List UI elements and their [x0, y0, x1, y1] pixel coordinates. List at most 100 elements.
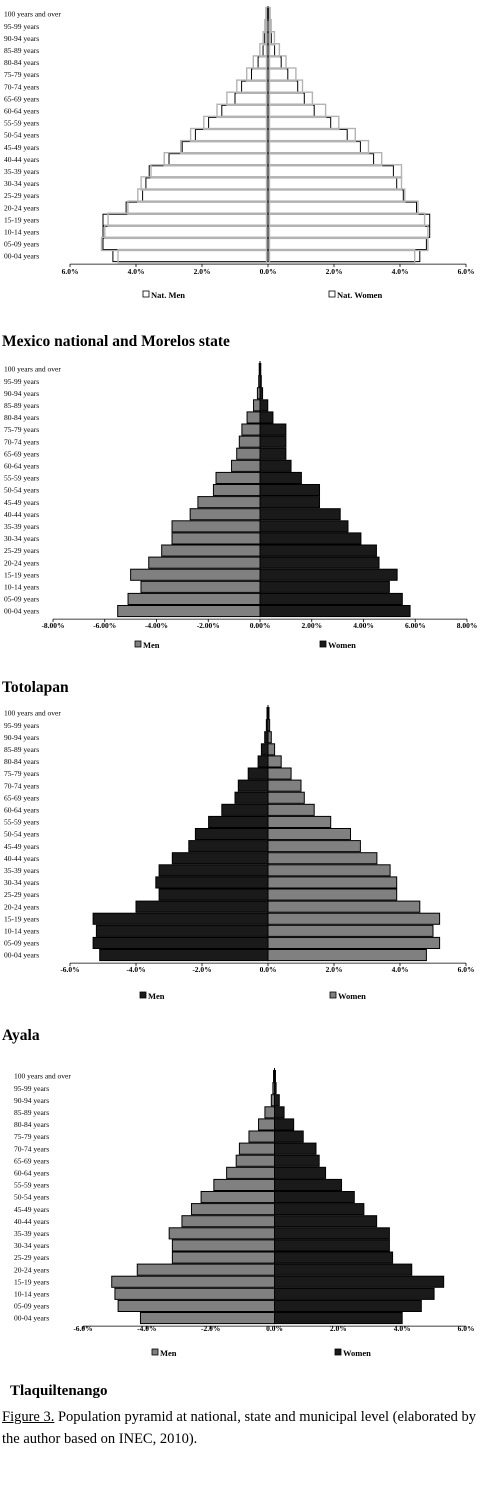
- pyramid-chart-4: 00-04 years 05-09 years 10-14 years 15-19 y…: [0, 1066, 499, 1376]
- comparison-bar-left: [137, 188, 268, 203]
- age-label: 15-19 years: [4, 914, 39, 923]
- bar-left: [171, 520, 261, 533]
- legend-swatch: [334, 1348, 342, 1356]
- bar-left: [92, 936, 269, 949]
- age-label: 35-39 years: [4, 522, 39, 531]
- bar-left: [92, 912, 269, 925]
- bar-left: [241, 423, 261, 436]
- x-tick-label: -6.0%: [60, 965, 79, 974]
- comparison-bar-left: [216, 103, 268, 119]
- legend-label: Men: [160, 1348, 177, 1358]
- pyramid-chart-2: 00-04 years 05-09 years 10-14 years 15-19 y…: [0, 360, 499, 670]
- x-tick-label: -6.00%: [93, 621, 116, 630]
- age-label: 10-14 years: [4, 583, 39, 592]
- bar-left: [114, 1287, 275, 1300]
- x-tick-label: 2.00%: [301, 621, 322, 630]
- bar-left: [200, 1191, 275, 1204]
- bar-right: [274, 1130, 304, 1143]
- x-tick-label: 2.0%: [194, 267, 211, 276]
- age-label: 65-69 years: [4, 449, 39, 458]
- bar-right: [259, 423, 287, 436]
- age-label: 05-09 years: [4, 939, 39, 948]
- age-label: 40-44 years: [14, 1217, 49, 1226]
- bar-left: [197, 496, 261, 509]
- bar-left: [241, 80, 269, 93]
- bar-right: [259, 605, 411, 618]
- bar-right: [274, 1191, 355, 1204]
- bar-left: [112, 250, 269, 263]
- bar-right: [274, 1215, 378, 1228]
- bar-left: [168, 153, 269, 166]
- bar-right: [274, 1203, 365, 1216]
- legend-swatch: [139, 991, 147, 999]
- comparison-bar-right: [268, 55, 287, 70]
- comparison-bar-left: [104, 224, 268, 240]
- bar-right: [267, 888, 398, 901]
- bar-right: [274, 1094, 280, 1107]
- age-label: 05-09 years: [4, 595, 39, 604]
- bar-right: [267, 779, 302, 792]
- comparison-bar-right: [268, 200, 419, 215]
- x-tick-label: -4.0%: [137, 1324, 156, 1333]
- age-label: 60-64 years: [4, 806, 39, 815]
- pyramid-svg-2: 00-04 years 05-09 years 10-14 years 15-19 y…: [4, 361, 478, 650]
- chart-title-mexico-morelos: Mexico national and Morelos state: [2, 333, 230, 350]
- bar-left: [236, 447, 261, 460]
- comparison-bar-left: [100, 236, 268, 252]
- age-label: 45-49 years: [14, 1205, 49, 1214]
- age-label: 65-69 years: [14, 1156, 49, 1165]
- bar-right: [274, 1299, 422, 1312]
- comparison-bar-left: [226, 91, 268, 106]
- pyramid-svg-4: 00-04 years 05-09 years 10-14 years 15-19 y…: [14, 1068, 474, 1358]
- age-label: 75-79 years: [14, 1132, 49, 1141]
- chart-title-totolapan: Totolapan: [2, 679, 69, 696]
- x-tick-label: 4.0%: [128, 267, 145, 276]
- comparison-bar-right: [268, 176, 403, 191]
- bar-left: [234, 92, 269, 105]
- bar-right: [259, 435, 287, 448]
- comparison-bar-right: [268, 127, 357, 143]
- legend-label: Women: [328, 640, 356, 650]
- bar-right: [274, 1166, 327, 1179]
- age-label: 45-49 years: [4, 143, 39, 152]
- age-label: 45-49 years: [4, 498, 39, 507]
- age-label: 85-89 years: [4, 46, 39, 55]
- comparison-bar-right: [268, 236, 429, 252]
- age-label: 100 years and over: [4, 10, 61, 19]
- age-label: 30-34 years: [4, 179, 39, 188]
- legend-swatch: [329, 991, 337, 999]
- x-tick-label: -2.0%: [201, 1324, 220, 1333]
- x-tick-label: -2.0%: [192, 965, 211, 974]
- age-label: 40-44 years: [4, 510, 39, 519]
- comparison-bar-left: [163, 151, 268, 167]
- bar-right: [274, 1227, 390, 1240]
- bar-left: [221, 104, 269, 117]
- age-label: 80-84 years: [4, 413, 39, 422]
- legend-label: Men: [148, 991, 165, 1001]
- age-label: 20-24 years: [4, 203, 39, 212]
- bar-right: [267, 936, 441, 949]
- comparison-bar-right: [268, 6, 271, 22]
- age-label: 80-84 years: [14, 1120, 49, 1129]
- age-label: 60-64 years: [4, 462, 39, 471]
- bar-left: [181, 141, 269, 154]
- age-label: 85-89 years: [4, 401, 39, 410]
- bar-left: [102, 237, 269, 250]
- x-tick-label: 6.0%: [458, 267, 475, 276]
- age-label: 30-34 years: [4, 878, 39, 887]
- bar-right: [259, 484, 321, 497]
- legend-swatch: [134, 640, 142, 648]
- pyramid-svg-3: 00-04 years 05-09 years 10-14 years 15-19 y…: [4, 705, 474, 1001]
- age-label: 95-99 years: [14, 1084, 49, 1093]
- bar-left: [234, 791, 269, 804]
- x-tick-label: 8.00%: [457, 621, 478, 630]
- age-label: 100 years and over: [4, 365, 61, 374]
- bar-left: [247, 767, 269, 780]
- bar-right: [267, 141, 361, 154]
- bar-left: [95, 924, 269, 937]
- bar-left: [171, 852, 269, 865]
- bar-right: [274, 1106, 285, 1119]
- x-tick-label: 4.0%: [392, 965, 409, 974]
- bar-left: [148, 556, 261, 569]
- bar-left: [161, 544, 261, 557]
